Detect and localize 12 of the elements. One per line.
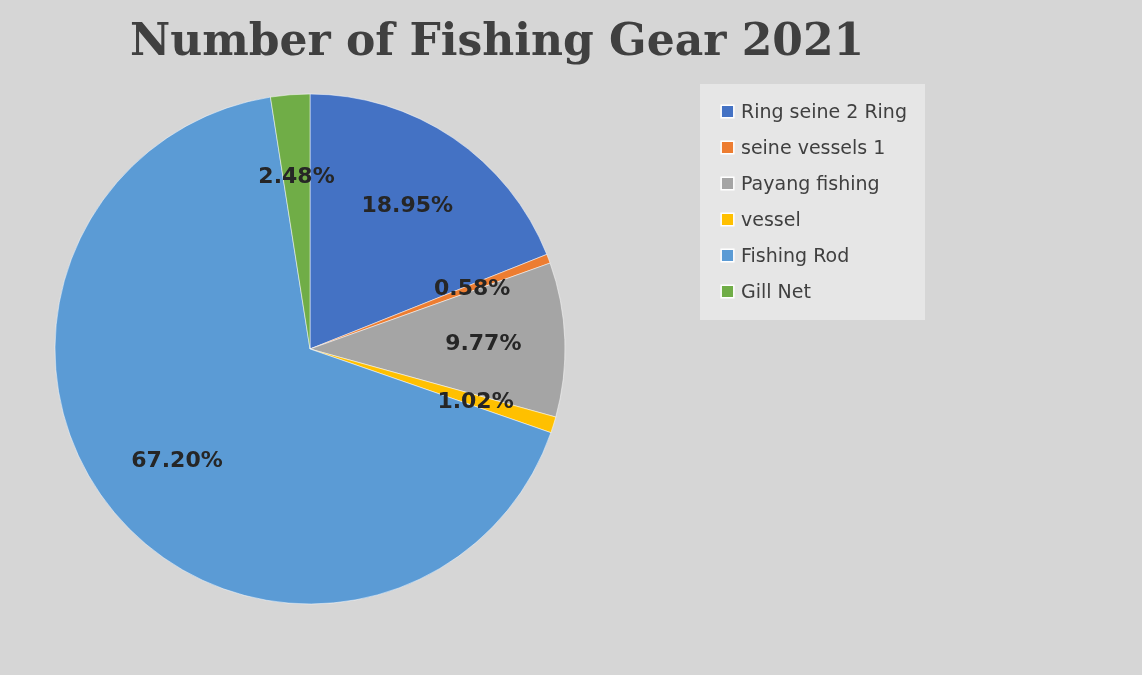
data-label: 1.02% — [437, 387, 514, 413]
legend-label: vessel — [741, 207, 801, 230]
data-label: 9.77% — [445, 329, 522, 355]
legend-label: Ring seine 2 Ring — [741, 99, 907, 122]
data-label: 67.20% — [131, 447, 223, 473]
legend-label: Payang fishing — [741, 171, 880, 194]
legend-label: Fishing Rod — [741, 243, 850, 266]
chart-title: Number of Fishing Gear 2021 — [130, 14, 865, 65]
data-label: 0.58% — [434, 274, 511, 300]
data-label: 18.95% — [361, 192, 454, 218]
legend-label: Gill Net — [741, 279, 811, 302]
legend-label: seine vessels 1 — [741, 135, 886, 158]
